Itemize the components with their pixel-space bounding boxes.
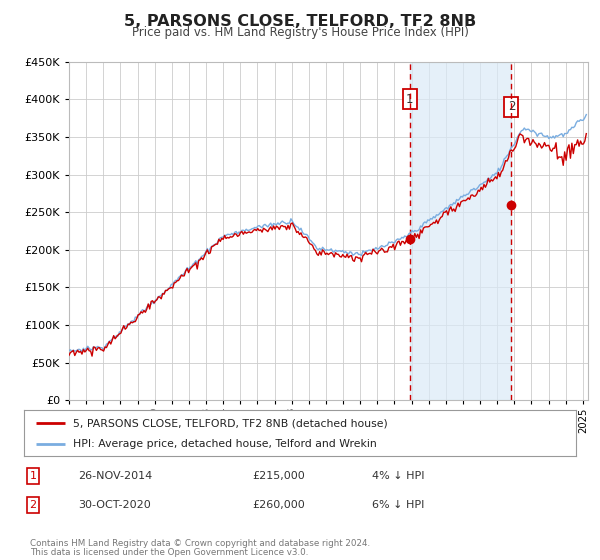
Bar (410, 62, 511, 400)
Text: This data is licensed under the Open Government Licence v3.0.: This data is licensed under the Open Gov… (30, 548, 308, 557)
Text: Contains HM Land Registry data © Crown copyright and database right 2024.: Contains HM Land Registry data © Crown c… (30, 539, 370, 548)
Text: 2: 2 (29, 500, 37, 510)
Text: Price paid vs. HM Land Registry's House Price Index (HPI): Price paid vs. HM Land Registry's House … (131, 26, 469, 39)
Text: £260,000: £260,000 (252, 500, 305, 510)
Text: 30-OCT-2020: 30-OCT-2020 (78, 500, 151, 510)
Text: 6% ↓ HPI: 6% ↓ HPI (372, 500, 424, 510)
Text: 5, PARSONS CLOSE, TELFORD, TF2 8NB: 5, PARSONS CLOSE, TELFORD, TF2 8NB (124, 14, 476, 29)
Text: 4% ↓ HPI: 4% ↓ HPI (372, 471, 425, 481)
Text: 2: 2 (508, 100, 515, 113)
Text: 1: 1 (29, 471, 37, 481)
Text: 26-NOV-2014: 26-NOV-2014 (78, 471, 152, 481)
Text: HPI: Average price, detached house, Telford and Wrekin: HPI: Average price, detached house, Telf… (73, 440, 376, 450)
Text: 1: 1 (406, 93, 413, 106)
Text: 5, PARSONS CLOSE, TELFORD, TF2 8NB (detached house): 5, PARSONS CLOSE, TELFORD, TF2 8NB (deta… (73, 418, 388, 428)
Text: £215,000: £215,000 (252, 471, 305, 481)
